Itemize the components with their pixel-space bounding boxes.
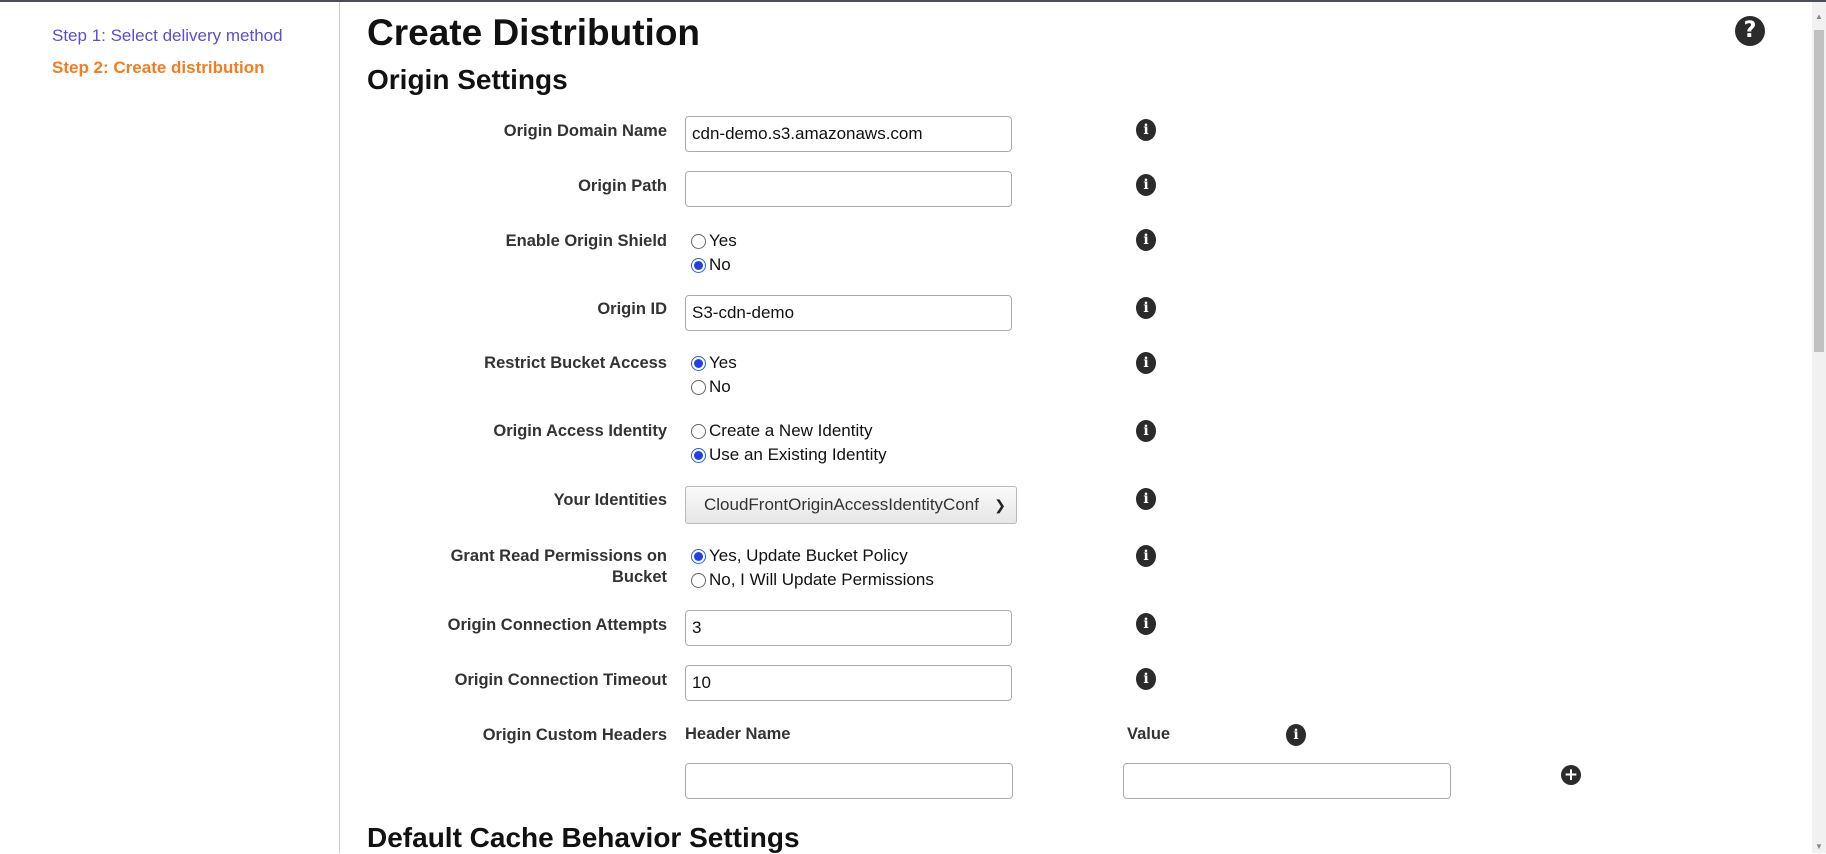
radio-button[interactable] [691, 548, 706, 564]
info-icon[interactable]: i [1136, 420, 1156, 442]
radio-button[interactable] [691, 447, 706, 463]
radio-label: Yes [709, 353, 737, 372]
radio-button[interactable] [691, 423, 706, 439]
radio-label: Yes [709, 231, 737, 250]
connection-attempts-label: Origin Connection Attempts [447, 616, 667, 634]
selected-identity: CloudFrontOriginAccessIdentityConf [704, 495, 979, 514]
radio-button[interactable] [691, 379, 706, 395]
origin-shield-yes-radio[interactable]: Yes [691, 231, 737, 251]
radio-button[interactable] [691, 355, 706, 371]
help-icon[interactable]: ? [1735, 16, 1765, 46]
info-icon[interactable]: i [1136, 119, 1156, 141]
radio-button[interactable] [691, 233, 706, 249]
enable-origin-shield-label: Enable Origin Shield [505, 232, 667, 250]
origin-access-identity-label: Origin Access Identity [493, 422, 667, 440]
origin-custom-headers-label: Origin Custom Headers [482, 726, 667, 744]
your-identities-select[interactable]: CloudFrontOriginAccessIdentityConf ❯ [685, 486, 1017, 524]
origin-domain-name-label: Origin Domain Name [503, 122, 667, 140]
chevron-down-icon: ❯ [994, 497, 1006, 513]
page-title: Create Distribution [367, 12, 701, 53]
scroll-down-arrow-icon[interactable]: ▼ [1815, 842, 1823, 851]
header-name-column-label: Header Name [685, 725, 791, 743]
radio-label: No, I Will Update Permissions [709, 570, 934, 589]
info-icon[interactable]: i [1136, 229, 1156, 251]
info-icon[interactable]: i [1136, 668, 1156, 690]
label-line: Bucket [611, 568, 667, 586]
radio-label: Create a New Identity [709, 421, 873, 440]
grant-no-radio[interactable]: No, I Will Update Permissions [691, 570, 934, 590]
radio-button[interactable] [691, 572, 706, 588]
radio-label: No [709, 377, 731, 396]
header-name-input[interactable] [685, 763, 1013, 799]
label-line: Grant Read Permissions on [450, 547, 667, 565]
wizard-steps-sidebar: Step 1: Select delivery method Step 2: C… [0, 2, 340, 853]
info-icon[interactable]: i [1136, 545, 1156, 567]
connection-attempts-input[interactable] [685, 610, 1012, 646]
scroll-up-arrow-icon[interactable]: ▲ [1815, 12, 1823, 21]
connection-timeout-label: Origin Connection Timeout [454, 671, 667, 689]
radio-button[interactable] [691, 257, 706, 273]
restrict-bucket-access-label: Restrict Bucket Access [484, 354, 667, 372]
your-identities-label: Your Identities [553, 491, 667, 509]
origin-id-input[interactable] [685, 295, 1012, 331]
origin-path-label: Origin Path [578, 177, 667, 195]
info-icon[interactable]: i [1286, 724, 1306, 746]
value-column-label: Value [1127, 725, 1171, 743]
connection-timeout-input[interactable] [685, 665, 1012, 701]
restrict-no-radio[interactable]: No [691, 377, 731, 397]
info-icon[interactable]: i [1136, 488, 1156, 510]
use-existing-identity-radio[interactable]: Use an Existing Identity [691, 445, 887, 465]
info-icon[interactable]: i [1136, 352, 1156, 374]
create-new-identity-radio[interactable]: Create a New Identity [691, 421, 872, 441]
section-heading-default-cache-behavior: Default Cache Behavior Settings [367, 822, 800, 853]
radio-label: No [709, 255, 731, 274]
grant-yes-radio[interactable]: Yes, Update Bucket Policy [691, 546, 908, 566]
scrollbar-thumb[interactable] [1814, 30, 1824, 352]
grant-read-permissions-label: Grant Read Permissions on Bucket [451, 546, 667, 588]
origin-id-label: Origin ID [597, 300, 667, 318]
radio-label: Yes, Update Bucket Policy [709, 546, 908, 565]
origin-path-input[interactable] [685, 171, 1012, 207]
info-icon[interactable]: i [1136, 297, 1156, 319]
step-2-current: Step 2: Create distribution [52, 58, 265, 77]
header-value-input[interactable] [1123, 763, 1451, 799]
top-border [0, 0, 1826, 2]
info-icon[interactable]: i [1136, 174, 1156, 196]
step-1-link[interactable]: Step 1: Select delivery method [52, 26, 283, 45]
origin-domain-name-input[interactable] [685, 116, 1012, 152]
vertical-scrollbar[interactable]: ▲ ▼ [1812, 2, 1826, 853]
section-heading-origin-settings: Origin Settings [367, 64, 568, 95]
info-icon[interactable]: i [1136, 613, 1156, 635]
origin-shield-no-radio[interactable]: No [691, 255, 731, 275]
add-header-plus-icon[interactable]: + [1561, 765, 1581, 785]
radio-label: Use an Existing Identity [709, 445, 887, 464]
restrict-yes-radio[interactable]: Yes [691, 353, 737, 373]
